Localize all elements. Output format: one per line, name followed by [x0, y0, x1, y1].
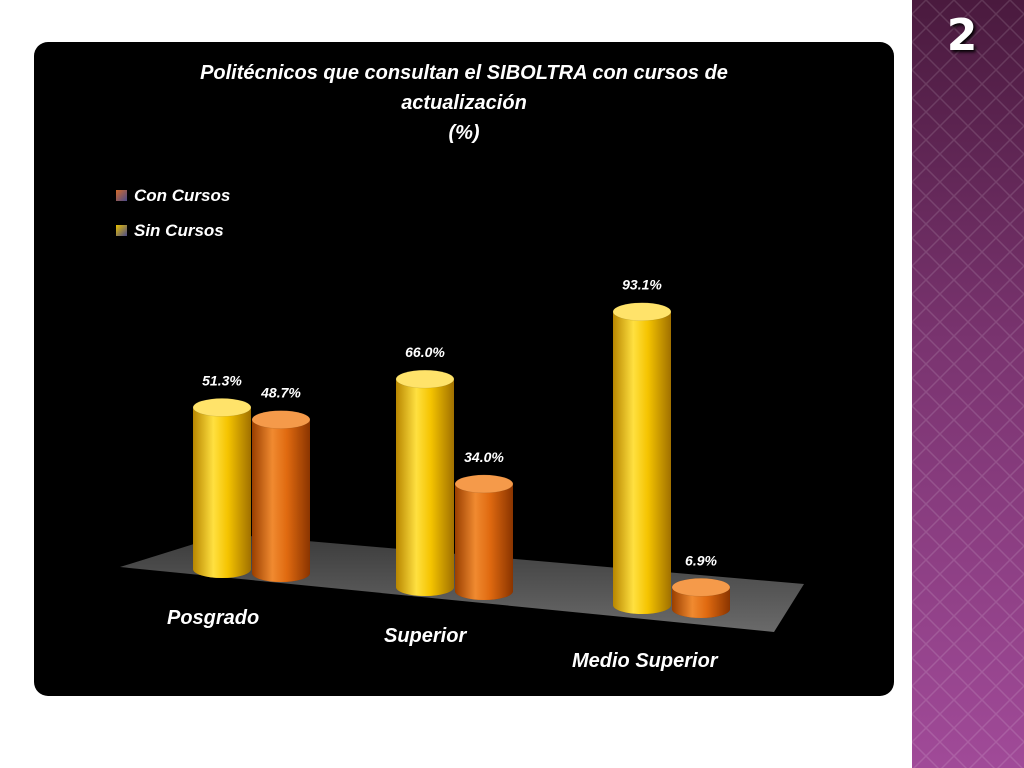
data-label: 93.1% — [622, 277, 662, 293]
side-decoration-panel: 2 — [912, 0, 1024, 768]
legend-swatch-sin-cursos — [116, 225, 127, 236]
bar-top-cap — [251, 410, 311, 429]
bar-base-cap — [193, 560, 251, 578]
data-label: 34.0% — [464, 449, 504, 465]
data-label: 51.3% — [202, 372, 242, 388]
legend-label: Con Cursos — [134, 185, 231, 205]
bar-con-cursos-superior — [395, 369, 455, 596]
chart-legend: Con Cursos Sin Cursos — [116, 178, 230, 248]
bar-con-cursos-posgrado — [192, 398, 252, 578]
data-label: 66.0% — [405, 344, 445, 360]
bar-base-cap — [672, 600, 730, 618]
bar-body — [396, 379, 454, 587]
chart-title-line-1: Politécnicos que consultan el SIBOLTRA c… — [200, 62, 728, 84]
bar-top-cap — [454, 474, 514, 494]
bar-base-cap — [455, 582, 513, 600]
chart-card: 51.3% 48.7% 66.0% 34.0% 93.1% 6.9% Posgrado Su… — [34, 42, 894, 696]
bar-con-cursos-medio-superior — [612, 302, 672, 614]
legend-item-sin-cursos: Sin Cursos — [116, 213, 230, 248]
bar-base-cap — [396, 578, 454, 596]
slide-number: 2 — [946, 10, 978, 61]
bar-sin-cursos-superior — [454, 474, 514, 600]
category-label: Superior — [384, 625, 467, 647]
bar-base-cap — [252, 564, 310, 582]
data-label: 6.9% — [685, 552, 717, 568]
bar-sin-cursos-medio-superior — [671, 578, 731, 618]
category-label: Medio Superior — [572, 650, 719, 672]
bar-body — [613, 311, 671, 605]
bar-top-cap — [671, 578, 731, 597]
bar-top-cap — [395, 369, 455, 389]
bar-body — [455, 483, 513, 591]
data-label: 48.7% — [260, 385, 301, 401]
bar-top-cap — [192, 398, 252, 417]
bar-body — [193, 407, 251, 569]
chart-plot: 51.3% 48.7% 66.0% 34.0% 93.1% 6.9% Posgrado Su… — [120, 277, 804, 672]
chart-title-line-2: actualización — [401, 92, 527, 114]
chart-title-line-3: (%) — [448, 122, 480, 144]
legend-label: Sin Cursos — [134, 220, 224, 240]
legend-swatch-con-cursos — [116, 190, 127, 201]
bar-base-cap — [613, 596, 671, 614]
category-label: Posgrado — [167, 607, 259, 629]
bar-body — [252, 419, 310, 573]
bar-sin-cursos-posgrado — [251, 410, 311, 582]
diamond-pattern — [912, 0, 1024, 768]
bar-top-cap — [612, 302, 672, 321]
legend-item-con-cursos: Con Cursos — [116, 178, 230, 213]
chart-title: Politécnicos que consultan el SIBOLTRA c… — [34, 58, 894, 148]
